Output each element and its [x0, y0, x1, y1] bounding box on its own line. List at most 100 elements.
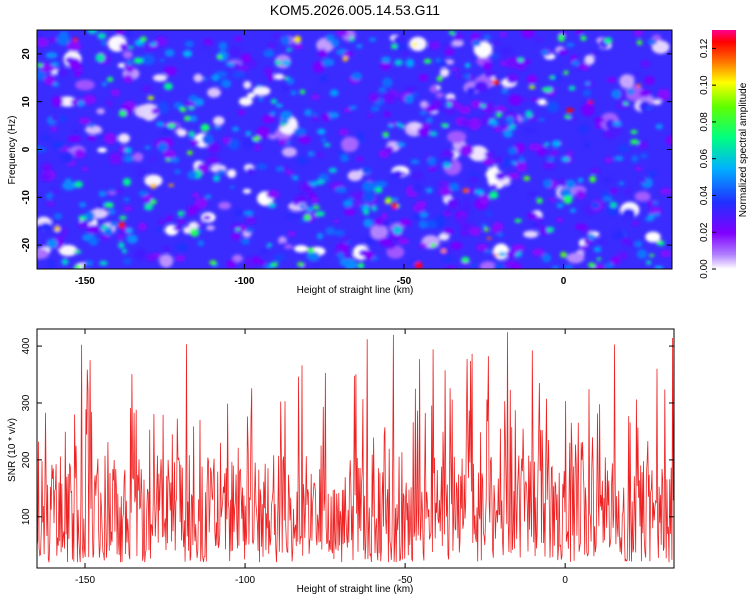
heatmap-cell	[256, 163, 268, 170]
heatmap-cell	[468, 117, 481, 131]
heatmap-y-tick-label: 20	[21, 48, 32, 60]
heatmap-x-axis: -150 -100 -50 0	[75, 30, 567, 287]
heatmap-cell	[563, 264, 574, 269]
heatmap-low-cell	[75, 79, 95, 91]
heatmap-cell	[226, 259, 237, 269]
heatmap-cell	[45, 65, 56, 73]
heatmap-cell	[205, 194, 212, 199]
heatmap-cell	[287, 231, 296, 237]
heatmap-cell	[311, 180, 319, 187]
heatmap-cell	[246, 167, 255, 175]
heatmap-cell	[497, 233, 504, 237]
heatmap-cell	[521, 30, 535, 39]
heatmap-low-cell	[96, 108, 105, 115]
colorbar: 0.00 0.02 0.04 0.06 0.08 0.10 0.12 Normalized …	[699, 30, 749, 279]
heatmap-cell	[575, 30, 584, 35]
heatmap-cell	[606, 77, 617, 83]
heatmap-cell	[164, 49, 175, 57]
heatmap-cell	[74, 180, 83, 188]
heatmap-cell	[188, 131, 195, 136]
heatmap-cell	[50, 61, 60, 67]
heatmap-peak-cell	[541, 87, 548, 92]
heatmap-cell	[563, 195, 573, 205]
heatmap-cell	[109, 152, 122, 165]
heatmap-cell	[173, 169, 182, 175]
heatmap-cell	[425, 105, 438, 113]
heatmap-cell	[609, 123, 623, 136]
heatmap-peak-cell	[37, 63, 43, 68]
heatmap-cell	[380, 61, 391, 71]
heatmap-cell	[446, 102, 452, 107]
heatmap-cell	[84, 260, 94, 266]
colorbar-gradient	[712, 30, 736, 269]
heatmap-cell	[205, 156, 220, 166]
heatmap-cell	[104, 202, 114, 208]
heatmap-cell	[142, 84, 152, 93]
heatmap-cell	[321, 113, 331, 122]
heatmap-cell	[640, 60, 651, 68]
heatmap-peak-cell	[186, 150, 193, 156]
heatmap-cell	[488, 120, 499, 126]
snr-y-axis: 100 200 300 400	[21, 337, 674, 525]
heatmap-cell	[87, 135, 97, 142]
heatmap-cell	[218, 41, 228, 51]
heatmap-cell	[299, 204, 307, 209]
heatmap-cell	[639, 89, 651, 98]
heatmap-cell	[557, 48, 568, 56]
heatmap-peak-cell	[209, 260, 217, 266]
heatmap-cell	[106, 76, 114, 82]
heatmap-cell	[328, 167, 337, 173]
heatmap-cell	[118, 242, 125, 249]
snr-x-axis: -150 -100 -50 0	[75, 329, 568, 586]
heatmap-cell	[383, 92, 397, 104]
heatmap-cell	[279, 242, 287, 247]
heatmap-cell	[461, 256, 470, 263]
heatmap-y-tick-label: 10	[21, 96, 32, 108]
heatmap-cell	[484, 249, 492, 254]
heatmap-cell	[258, 96, 264, 102]
heatmap-low-cell	[139, 103, 159, 120]
heatmap-cell	[611, 89, 622, 99]
heatmap-cell	[462, 200, 471, 207]
heatmap-cell	[555, 217, 564, 223]
heatmap-cell	[541, 253, 552, 263]
heatmap-peak-cell	[252, 136, 261, 141]
heatmap-cell	[444, 49, 454, 56]
heatmap-low-cell	[97, 147, 107, 153]
heatmap-cell	[200, 123, 210, 132]
heatmap-low-cell	[447, 130, 467, 144]
heatmap-peak-cell	[430, 243, 437, 248]
heatmap-cell	[401, 50, 410, 56]
heatmap-cell	[187, 210, 197, 215]
heatmap-cell	[137, 222, 147, 231]
heatmap-cell	[499, 31, 507, 38]
heatmap-cell	[634, 240, 643, 248]
colorbar-axis: 0.00 0.02 0.04 0.06 0.08 0.10 0.12	[699, 38, 716, 279]
heatmap-cell	[229, 185, 235, 189]
heatmap-cell	[542, 162, 555, 169]
heatmap-cell	[267, 74, 275, 81]
heatmap-cell	[548, 150, 559, 156]
heatmap-cell	[149, 157, 157, 162]
heatmap-cell	[293, 127, 307, 136]
heatmap-low-cell	[273, 73, 285, 80]
heatmap-cell	[647, 39, 657, 46]
heatmap-peak-cell	[150, 199, 157, 205]
heatmap-peak-cell	[523, 176, 531, 181]
heatmap-cell	[79, 202, 87, 208]
heatmap-cell	[518, 57, 524, 62]
heatmap-cell	[412, 203, 425, 212]
heatmap-cell	[490, 53, 499, 59]
heatmap-cell	[46, 201, 55, 207]
heatmap-cell	[227, 138, 240, 150]
colorbar-label: Normalized spectral amplitude	[738, 82, 749, 217]
heatmap-cell	[506, 172, 520, 180]
heatmap-cell	[405, 58, 415, 68]
heatmap-low-cell	[85, 125, 102, 135]
heatmap-low-cell	[193, 73, 203, 83]
snr-x-tick-label: -50	[398, 575, 413, 586]
heatmap-cell	[392, 197, 399, 201]
heatmap-cell	[374, 187, 383, 194]
heatmap-cell	[261, 114, 275, 124]
heatmap-cell	[531, 248, 545, 257]
